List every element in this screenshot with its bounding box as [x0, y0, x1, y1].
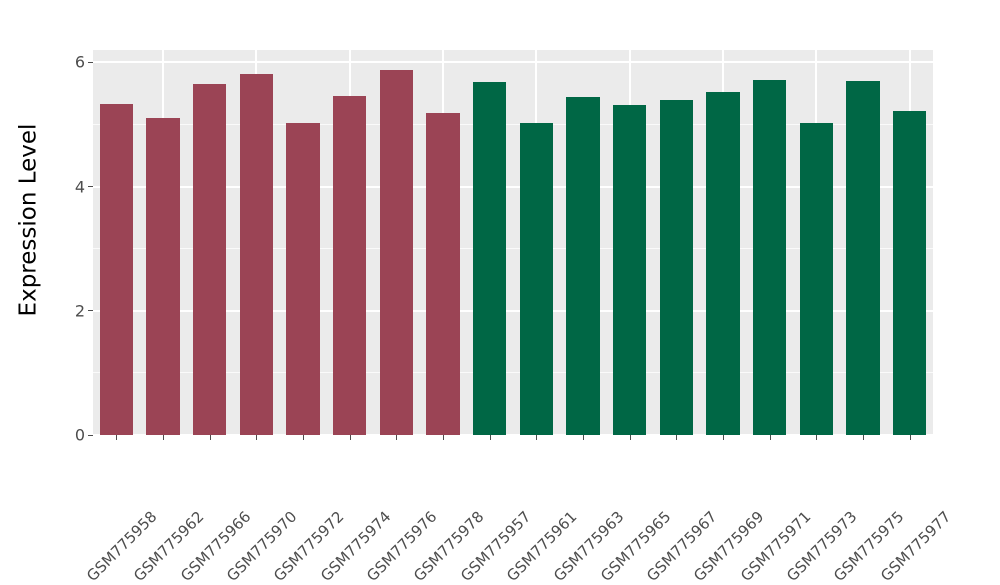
- x-axis-tick-mark: [116, 435, 118, 440]
- bar: [799, 123, 834, 435]
- bar: [99, 104, 134, 435]
- x-axis: GSM775958 GSM775962 GSM775966 GSM775970 GSM7…: [83, 435, 954, 585]
- bar: [519, 122, 554, 435]
- x-axis-tick-mark: [676, 435, 678, 440]
- y-axis-tick-mark: [88, 61, 93, 63]
- x-axis-tick-mark: [863, 435, 864, 440]
- gridline-minor-horizontal: [93, 124, 933, 126]
- bar: [379, 69, 414, 435]
- y-axis-tick-mark: [88, 434, 93, 436]
- bar: [332, 95, 367, 435]
- x-axis-tick-mark: [583, 435, 584, 440]
- x-axis-tick-mark: [209, 435, 211, 440]
- x-axis-tick-mark: [536, 435, 538, 440]
- x-axis-tick-mark: [723, 435, 724, 440]
- bar: [426, 113, 460, 435]
- bar: [192, 84, 227, 435]
- bar: [566, 96, 600, 435]
- bar: [752, 79, 787, 435]
- bar: [146, 118, 180, 435]
- gridline-major-horizontal: [93, 61, 933, 64]
- gridline-minor-horizontal: [93, 372, 933, 374]
- x-axis-tick-mark: [816, 435, 818, 440]
- bar: [612, 105, 647, 435]
- gridline-minor-horizontal: [93, 248, 933, 250]
- y-axis-tick-mark: [88, 310, 93, 312]
- y-axis-title: Expression Level: [0, 0, 56, 440]
- plot-panel: [93, 50, 933, 435]
- x-axis-tick-mark: [303, 435, 304, 440]
- x-axis-tick-mark: [909, 435, 911, 440]
- x-axis-tick-mark: [396, 435, 398, 440]
- gridline-major-horizontal: [93, 185, 933, 188]
- bar: [846, 81, 880, 435]
- bar: [892, 111, 927, 435]
- bar: [706, 91, 740, 435]
- y-axis-tick-label: 0: [74, 425, 85, 445]
- x-axis-tick-mark: [489, 435, 491, 440]
- y-axis: 0 2 4 6: [56, 0, 93, 450]
- y-axis-tick-label: 6: [74, 52, 85, 72]
- y-axis-tick-label: 4: [74, 177, 85, 197]
- x-axis-tick-mark: [349, 435, 351, 440]
- y-axis-title-text: Expression Level: [15, 123, 41, 317]
- x-axis-tick-mark: [163, 435, 164, 440]
- x-axis-tick-mark: [769, 435, 771, 440]
- bar: [472, 81, 507, 435]
- bar: [286, 123, 320, 435]
- y-axis-tick-mark: [88, 186, 93, 188]
- x-axis-tick-mark: [443, 435, 444, 440]
- x-axis-tick-mark: [256, 435, 258, 440]
- bar: [659, 99, 694, 435]
- gridline-major-horizontal: [93, 434, 933, 435]
- gridline-major-horizontal: [93, 309, 933, 312]
- bar: [239, 73, 274, 435]
- x-axis-tick-mark: [629, 435, 631, 440]
- y-axis-tick-label: 2: [74, 301, 85, 321]
